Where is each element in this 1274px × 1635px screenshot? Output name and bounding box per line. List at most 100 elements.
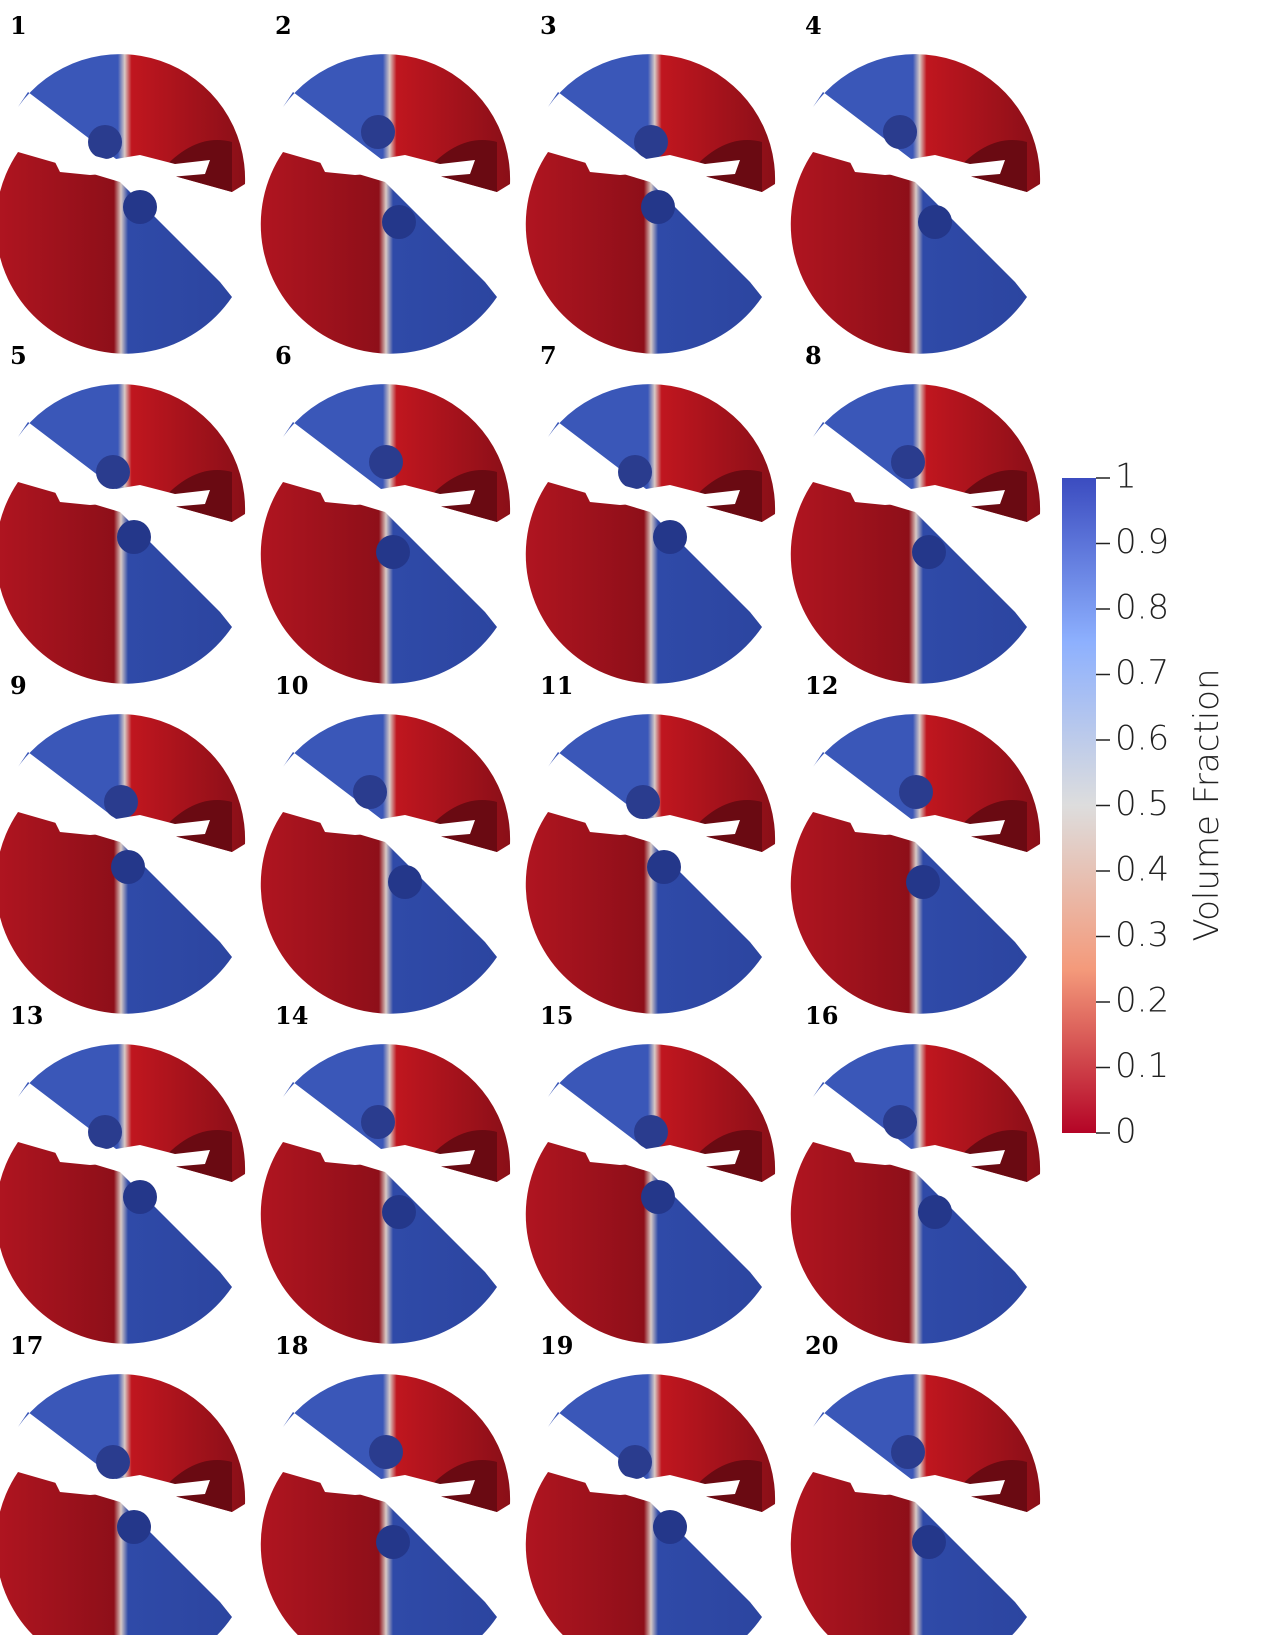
panel: 6 [261,341,510,684]
upper-hole [891,1435,925,1469]
lower-hole [376,535,410,569]
lower-hole [647,850,681,884]
lower-piece [261,152,497,354]
lower-hole [111,850,145,884]
upper-hole [883,1105,917,1139]
upper-hole [353,775,387,809]
upper-hole [361,1105,395,1139]
panel-label: 1 [10,11,27,40]
panel: 7 [526,341,775,684]
panel: 13 [0,1001,245,1344]
lower-hole [918,205,952,239]
panel-label: 18 [275,1331,308,1360]
lower-hole [653,520,687,554]
panel-label: 12 [805,671,838,700]
colorbar-tick-label: 0.4 [1115,850,1169,890]
panel: 15 [526,1001,775,1344]
lower-hole [123,190,157,224]
colorbar-tick-label: 0.6 [1115,719,1169,759]
panel: 11 [526,671,775,1014]
panel-label: 6 [275,341,292,370]
panels: 1234567891011121314151617181920 [0,11,1040,1635]
upper-hole [88,1115,122,1149]
upper-hole [883,115,917,149]
lower-piece [526,482,762,684]
lower-hole [117,1510,151,1544]
panel-label: 13 [10,1001,43,1030]
panel: 3 [526,11,775,354]
panel: 14 [261,1001,510,1344]
panel-label: 14 [275,1001,308,1030]
panel-label: 2 [275,11,292,40]
upper-hole [96,455,130,489]
panel-label: 19 [540,1331,573,1360]
lower-piece [526,1142,762,1344]
panel-label: 3 [540,11,557,40]
panel: 5 [0,341,245,684]
lower-piece [791,812,1027,1014]
lower-hole [912,1525,946,1559]
panel-label: 15 [540,1001,573,1030]
upper-hole [361,115,395,149]
panel: 10 [261,671,510,1014]
colorbar-tick-label: 1 [1115,457,1137,497]
panel-label: 9 [10,671,27,700]
upper-hole [618,1445,652,1479]
upper-hole [88,125,122,159]
lower-hole [641,1180,675,1214]
lower-hole [653,1510,687,1544]
panel-label: 5 [10,341,27,370]
colorbar-tick-label: 0.2 [1115,981,1169,1021]
colorbar-tick-label: 0.8 [1115,588,1169,628]
lower-hole [123,1180,157,1214]
colorbar-tick-label: 0 [1115,1112,1137,1152]
lower-hole [382,205,416,239]
lower-hole [382,1195,416,1229]
panel-label: 11 [540,671,573,700]
upper-hole [369,1435,403,1469]
panel: 2 [261,11,510,354]
panel: 20 [791,1331,1040,1635]
panel-label: 10 [275,671,308,700]
upper-hole [899,775,933,809]
lower-piece [791,1142,1027,1344]
lower-hole [388,865,422,899]
lower-piece [526,812,762,1014]
panel-label: 4 [805,11,822,40]
upper-hole [891,445,925,479]
lower-hole [376,1525,410,1559]
colorbar-tick-label: 0.3 [1115,915,1169,955]
colorbar-tick-label: 0.7 [1115,653,1169,693]
upper-hole [634,125,668,159]
panel: 4 [791,11,1040,354]
panel: 8 [791,341,1040,684]
upper-hole [104,785,138,819]
figure: 1234567891011121314151617181920 Volume F… [0,0,1274,1635]
colorbar-label: Volume Fraction [1187,669,1227,942]
panel: 12 [791,671,1040,1014]
lower-hole [918,1195,952,1229]
panel-label: 7 [540,341,557,370]
panel: 18 [261,1331,510,1635]
upper-hole [369,445,403,479]
upper-hole [96,1445,130,1479]
panel-label: 16 [805,1001,838,1030]
colorbar-tick-label: 0.9 [1115,522,1169,562]
colorbar [1062,478,1096,1133]
panel-label: 17 [10,1331,43,1360]
panel: 9 [0,671,245,1014]
lower-piece [261,812,497,1014]
colorbar-tick-label: 0.1 [1115,1046,1169,1086]
lower-hole [117,520,151,554]
panel-label: 8 [805,341,822,370]
colorbar-ticks: 0 0.1 0.2 0.3 0.4 0.5 0.6 0.7 0.8 0.9 1 [1096,457,1169,1152]
colorbar-tick-label: 0.5 [1115,784,1169,824]
lower-piece [261,1142,497,1344]
lower-hole [912,535,946,569]
panel: 17 [0,1331,245,1635]
panel-label: 20 [805,1331,838,1360]
lower-piece [791,482,1027,684]
lower-hole [906,865,940,899]
upper-hole [618,455,652,489]
upper-hole [634,1115,668,1149]
